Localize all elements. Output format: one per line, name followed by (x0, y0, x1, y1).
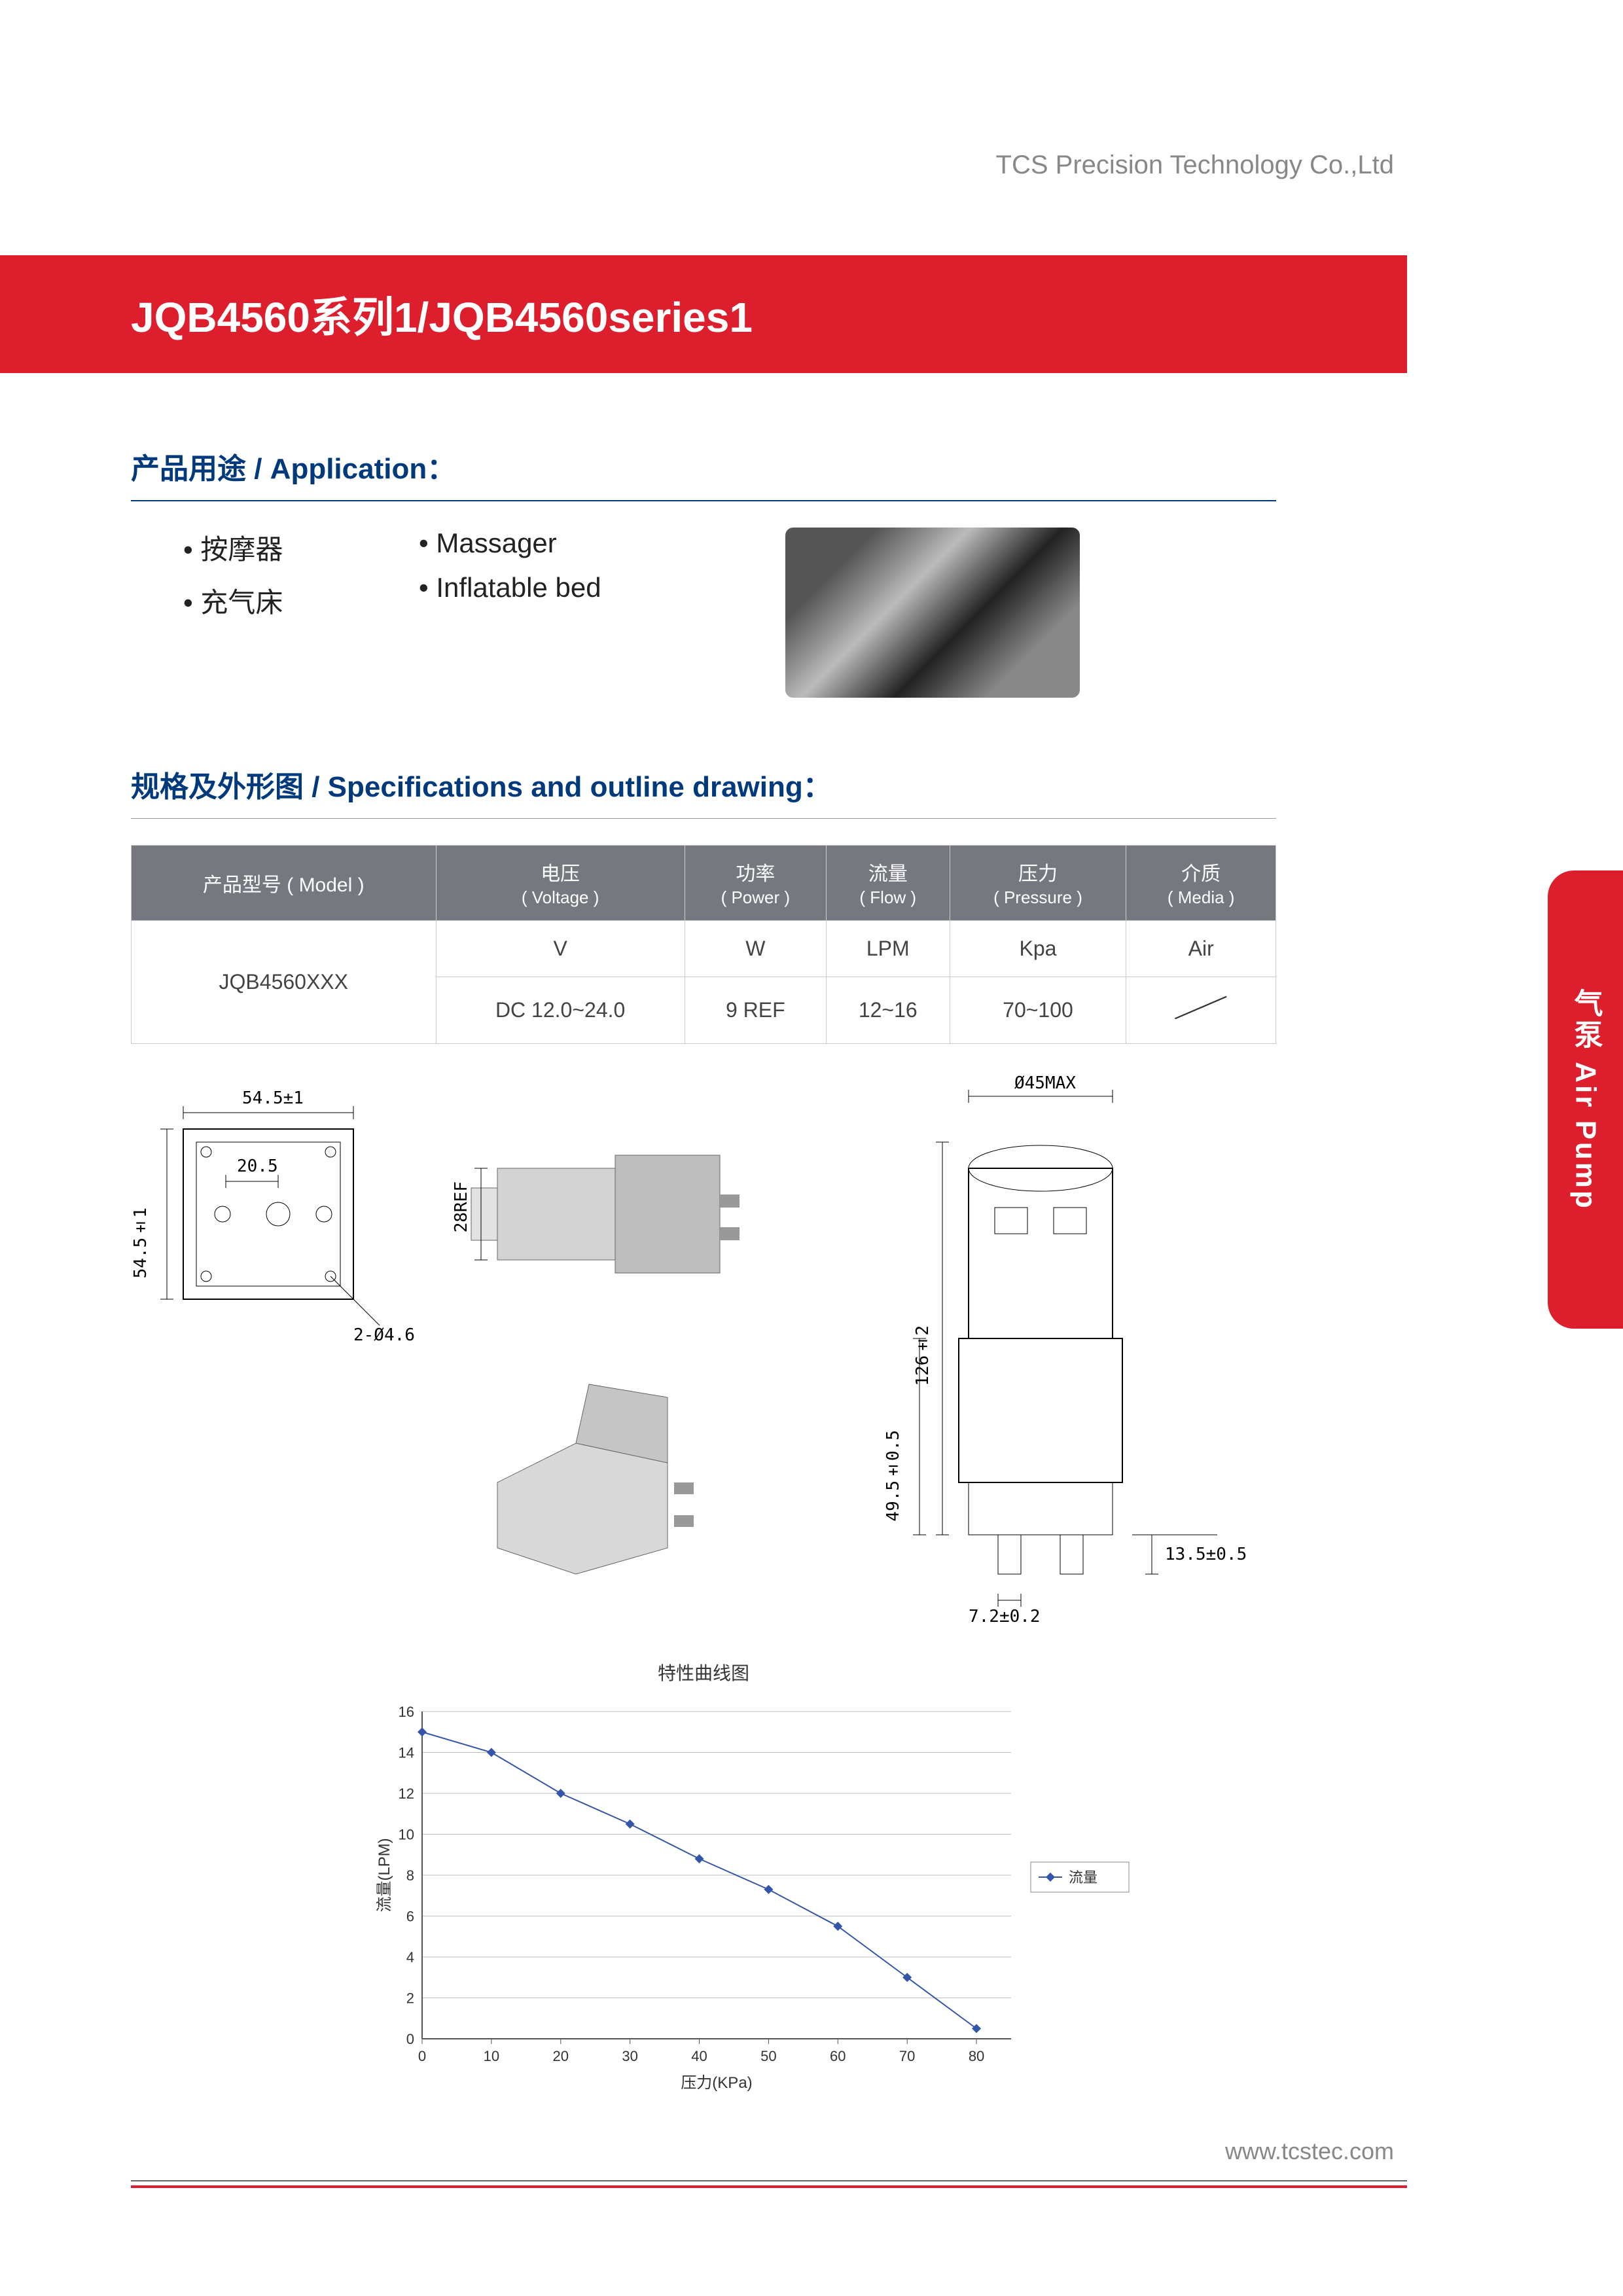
footer-url: www.tcstec.com (1225, 2138, 1394, 2165)
dim: 20.5 (237, 1157, 278, 1176)
cell-model: JQB4560XXX (132, 921, 437, 1044)
drawing-iso (458, 1365, 759, 1587)
svg-text:60: 60 (830, 2048, 846, 2064)
svg-text:40: 40 (691, 2048, 707, 2064)
svg-text:10: 10 (399, 1827, 414, 1843)
svg-text:14: 14 (399, 1745, 414, 1761)
divider (131, 818, 1276, 819)
cell-unit: W (685, 921, 826, 977)
app-cn-1: • 充气床 (183, 581, 380, 620)
dim: Ø45MAX (1014, 1073, 1076, 1093)
outline-drawings: 54.5±1 54.5±1 20.5 2-Ø4.6 28REF (131, 1077, 1276, 1633)
th-model: 产品型号 ( Model ) (132, 846, 437, 921)
dim: 28REF (452, 1181, 471, 1232)
cell-unit: V (436, 921, 685, 977)
section-application: 产品用途 / Application： (131, 445, 1276, 487)
th-pressure: 压力( Pressure ) (950, 846, 1126, 921)
page-title: JQB4560系列1/JQB4560series1 (131, 284, 753, 344)
th-media: 介质( Media ) (1126, 846, 1276, 921)
th-flow: 流量( Flow ) (826, 846, 950, 921)
cell-unit: LPM (826, 921, 950, 977)
chart-title: 特性曲线图 (245, 1659, 1162, 1685)
app-en-0: • Massager (419, 528, 681, 559)
th-voltage: 电压( Voltage ) (436, 846, 685, 921)
svg-text:10: 10 (484, 2048, 499, 2064)
svg-text:70: 70 (899, 2048, 915, 2064)
svg-text:0: 0 (406, 2031, 414, 2047)
app-cn-0: • 按摩器 (183, 528, 380, 567)
side-tab: 气泵 Air Pump (1548, 870, 1623, 1329)
cell-val: 9 REF (685, 977, 826, 1044)
svg-text:30: 30 (622, 2048, 637, 2064)
svg-text:4: 4 (406, 1949, 414, 1965)
dim: 54.5±1 (131, 1208, 151, 1278)
divider (131, 500, 1276, 501)
svg-text:6: 6 (406, 1909, 414, 1925)
chart-svg: 0 2 4 6 8 10 12 14 16 0 10 20 30 40 50 60 70 80 压力(KPa) 流量(… (376, 1698, 1162, 2117)
performance-chart: 特性曲线图 0 2 4 6 8 10 12 14 16 0 10 20 30 40 50 60 70 80 压力(K… (245, 1659, 1162, 2130)
company-name: TCS Precision Technology Co.,Ltd (996, 151, 1394, 180)
dim: 2-Ø4.6 (353, 1325, 415, 1345)
svg-text:20: 20 (553, 2048, 569, 2064)
cell-unit: Kpa (950, 921, 1126, 977)
svg-text:12: 12 (399, 1785, 414, 1802)
cell-val (1126, 977, 1276, 1044)
title-bar: JQB4560系列1/JQB4560series1 (0, 255, 1407, 373)
product-photo (785, 528, 1080, 698)
dim: 54.5±1 (242, 1088, 304, 1108)
svg-text:压力(KPa): 压力(KPa) (681, 2074, 752, 2092)
dim: 13.5±0.5 (1165, 1545, 1247, 1564)
dim: 49.5±0.5 (883, 1430, 903, 1522)
svg-text:流量: 流量 (1069, 1869, 1097, 1886)
footer-line (131, 2180, 1407, 2181)
drawing-front (131, 1077, 406, 1352)
svg-text:50: 50 (760, 2048, 776, 2064)
svg-text:0: 0 (418, 2048, 426, 2064)
app-en-1: • Inflatable bed (419, 572, 681, 603)
footer-line (131, 2185, 1407, 2188)
svg-text:80: 80 (969, 2048, 984, 2064)
dim: 7.2±0.2 (969, 1607, 1041, 1626)
drawing-side (458, 1116, 759, 1312)
th-power: 功率( Power ) (685, 846, 826, 921)
svg-text:流量(LPM): 流量(LPM) (376, 1838, 393, 1912)
svg-text:8: 8 (406, 1867, 414, 1884)
dim: 126±2 (913, 1325, 933, 1386)
svg-text:2: 2 (406, 1990, 414, 2007)
spec-table: 产品型号 ( Model ) 电压( Voltage ) 功率( Power )… (131, 845, 1276, 1044)
svg-text:16: 16 (399, 1704, 414, 1720)
cell-val: 70~100 (950, 977, 1126, 1044)
section-spec: 规格及外形图 / Specifications and outline draw… (131, 763, 1276, 805)
cell-unit: Air (1126, 921, 1276, 977)
application-row: • 按摩器 • 充气床 • Massager • Inflatable bed (131, 528, 1276, 698)
cell-val: 12~16 (826, 977, 950, 1044)
cell-val: DC 12.0~24.0 (436, 977, 685, 1044)
